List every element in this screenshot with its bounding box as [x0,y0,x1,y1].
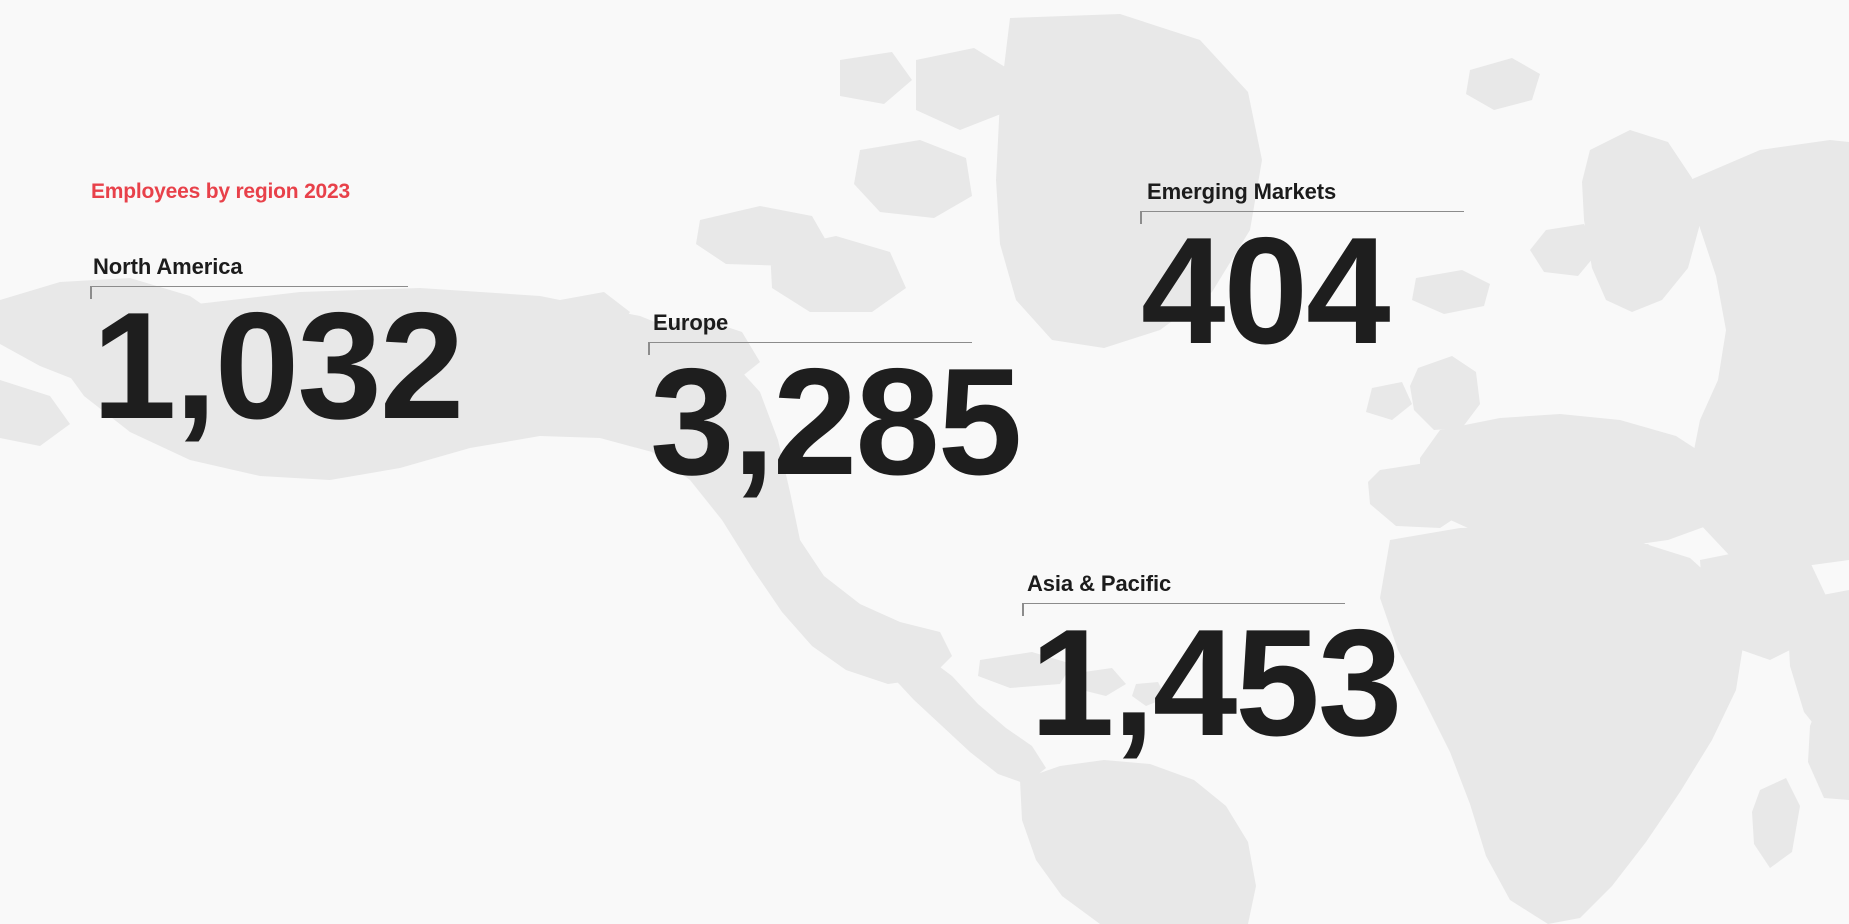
arabia-shape [1700,548,1828,660]
europe-shape [1420,414,1730,548]
south-america-shape [1020,760,1256,924]
region-value-emerging-markets: 404 [1141,206,1391,376]
southeast-asia-shape [1808,694,1849,800]
mediterranean-europe-shape [1368,462,1672,590]
region-value-asia-pacific: 1,453 [1030,598,1402,768]
region-label-asia-pacific: Asia & Pacific [1027,571,1172,596]
page-title: Employees by region 2023 [91,180,350,203]
region-label-north-america: North America [93,254,243,279]
region-rule-europe [648,342,972,355]
russia-siberia-shape [1690,140,1849,560]
india-shape [1788,590,1849,742]
central-asia-shape [1698,448,1849,568]
region-rule-emerging-markets [1140,211,1464,224]
svalbard-shape [1466,58,1540,110]
region-label-europe: Europe [653,310,729,335]
landmass-group-asia [1698,448,1849,800]
region-label-emerging-markets: Emerging Markets [1147,179,1337,204]
region-value-north-america: 1,032 [92,281,464,451]
region-rule-north-america [90,286,408,299]
region-callout-emerging-markets: Emerging Markets 404 [1140,179,1464,376]
scandinavia-shape [1530,130,1700,312]
region-callout-north-america: North America 1,032 [90,254,464,451]
region-callout-europe: Europe 3,285 [648,310,1022,507]
region-callout-asia-pacific: Asia & Pacific 1,453 [1022,571,1402,768]
africa-shape [1380,526,1744,924]
region-rule-asia-pacific [1022,603,1345,616]
madagascar-shape [1752,778,1800,868]
region-value-europe: 3,285 [650,337,1022,507]
